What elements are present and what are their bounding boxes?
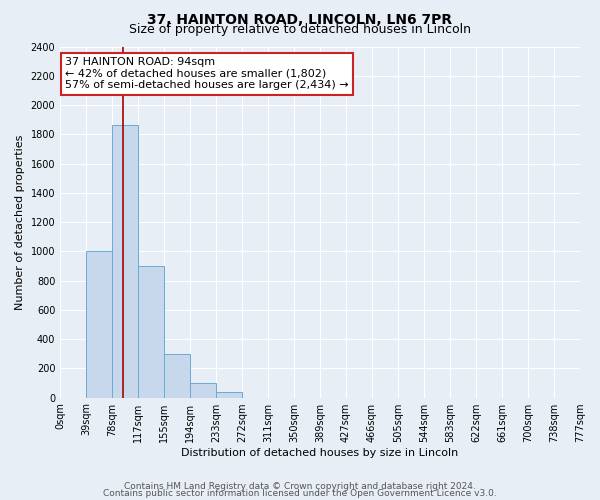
- Bar: [112, 126, 139, 398]
- Bar: [216, 392, 242, 398]
- Bar: [139, 266, 164, 398]
- Bar: [164, 354, 190, 398]
- Text: 37 HAINTON ROAD: 94sqm
← 42% of detached houses are smaller (1,802)
57% of semi-: 37 HAINTON ROAD: 94sqm ← 42% of detached…: [65, 57, 349, 90]
- X-axis label: Distribution of detached houses by size in Lincoln: Distribution of detached houses by size …: [181, 448, 459, 458]
- Y-axis label: Number of detached properties: Number of detached properties: [15, 134, 25, 310]
- Bar: [86, 252, 112, 398]
- Text: Contains HM Land Registry data © Crown copyright and database right 2024.: Contains HM Land Registry data © Crown c…: [124, 482, 476, 491]
- Text: 37, HAINTON ROAD, LINCOLN, LN6 7PR: 37, HAINTON ROAD, LINCOLN, LN6 7PR: [148, 12, 452, 26]
- Text: Contains public sector information licensed under the Open Government Licence v3: Contains public sector information licen…: [103, 490, 497, 498]
- Bar: [190, 383, 216, 398]
- Text: Size of property relative to detached houses in Lincoln: Size of property relative to detached ho…: [129, 22, 471, 36]
